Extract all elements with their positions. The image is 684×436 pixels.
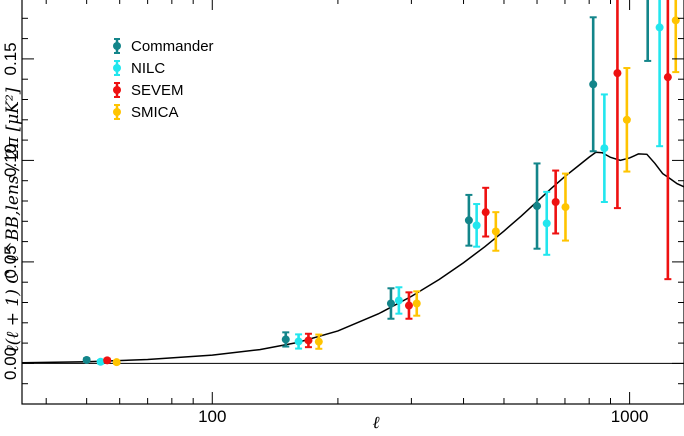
- smica-point-6: [622, 67, 631, 173]
- y-axis-tick-labels: 0.00 0.05 0.10 0.15: [1, 42, 20, 380]
- commander-point-4: [464, 193, 473, 247]
- y-tick-label: 0.00: [1, 347, 20, 380]
- legend-smica-label: SMICA: [131, 104, 179, 121]
- commander-point-1: [82, 355, 91, 364]
- smica-point-2: [314, 333, 323, 350]
- sevem-marker: [103, 356, 112, 365]
- y-axis-label: ℓ(ℓ + 1) C_ℓ^BB,lens / 2π [μK²]: [3, 87, 23, 352]
- commander-marker: [386, 299, 395, 308]
- smica-point-4: [491, 211, 500, 252]
- legend-item-smica: SMICA: [113, 104, 179, 121]
- commander-point-6: [589, 16, 598, 153]
- legend-item-nilc: NILC: [113, 60, 165, 77]
- plot-frame: [21, 0, 684, 405]
- legend-smica-marker: [113, 108, 121, 116]
- sevem-marker: [304, 336, 313, 345]
- smica-marker: [314, 337, 323, 346]
- nilc-point-5: [542, 190, 551, 256]
- nilc-point-2: [294, 333, 303, 350]
- nilc-marker: [294, 337, 303, 346]
- sevem-marker: [551, 198, 560, 207]
- smica-marker: [671, 16, 680, 25]
- legend: Commander NILC SEVEM SMICA: [113, 38, 214, 121]
- y-tick-label: 0.15: [1, 42, 20, 75]
- model-curve-line: [22, 151, 684, 364]
- commander-marker: [533, 202, 542, 211]
- smica-point-3: [412, 290, 421, 317]
- x-tick-label: 1000: [611, 407, 649, 426]
- plot-area: [22, 0, 684, 367]
- commander-point-5: [533, 162, 542, 250]
- nilc-point-1: [96, 357, 105, 366]
- smica-marker: [491, 227, 500, 236]
- series-sevem: [103, 0, 672, 365]
- smica-point-1: [112, 358, 121, 367]
- sevem-marker: [404, 301, 413, 310]
- series-commander: [82, 0, 652, 364]
- nilc-point-7: [655, 0, 664, 148]
- sevem-marker: [613, 69, 622, 78]
- sevem-point-6: [613, 0, 622, 210]
- legend-nilc-marker: [113, 64, 121, 72]
- legend-sevem-marker: [113, 86, 121, 94]
- smica-point-5: [561, 172, 570, 242]
- commander-marker: [464, 216, 473, 225]
- sevem-point-5: [551, 169, 560, 235]
- legend-sevem-label: SEVEM: [131, 82, 184, 99]
- x-tick-label: 100: [198, 407, 226, 426]
- nilc-point-3: [394, 286, 403, 315]
- sevem-point-3: [404, 291, 413, 320]
- x-axis-tick-labels: 100 1000: [198, 407, 648, 426]
- y-tick-label: 0.10: [1, 144, 20, 177]
- smica-marker: [561, 203, 570, 212]
- nilc-marker: [96, 357, 105, 366]
- commander-point-2: [281, 331, 290, 348]
- sevem-point-4: [481, 186, 490, 238]
- sevem-point-2: [304, 332, 313, 349]
- sevem-marker: [481, 208, 490, 217]
- sevem-point-1: [103, 356, 112, 365]
- legend-item-sevem: SEVEM: [113, 82, 184, 99]
- nilc-point-6: [600, 93, 609, 204]
- commander-marker: [589, 80, 598, 89]
- legend-nilc-label: NILC: [131, 60, 165, 77]
- nilc-marker: [542, 219, 551, 228]
- axis-ticks: [22, 0, 684, 404]
- nilc-point-4: [472, 203, 481, 248]
- series-smica: [112, 0, 680, 367]
- commander-marker: [82, 355, 91, 364]
- commander-point-7: [644, 0, 652, 62]
- smica-marker: [112, 358, 121, 367]
- y-tick-label: 0.05: [1, 245, 20, 278]
- smica-marker: [622, 115, 631, 124]
- legend-commander-marker: [113, 42, 121, 50]
- nilc-marker: [394, 296, 403, 305]
- sevem-point-7: [663, 0, 672, 281]
- commander-marker: [281, 335, 290, 344]
- nilc-marker: [600, 144, 609, 153]
- nilc-marker: [472, 221, 481, 230]
- sevem-marker: [663, 73, 672, 82]
- x-axis-label: ℓ: [372, 413, 379, 433]
- nilc-marker: [655, 23, 664, 32]
- smica-marker: [412, 299, 421, 308]
- legend-commander-label: Commander: [131, 38, 214, 55]
- legend-item-commander: Commander: [113, 38, 214, 55]
- series-nilc: [96, 0, 664, 366]
- smica-point-7: [671, 0, 680, 74]
- commander-point-3: [386, 287, 395, 320]
